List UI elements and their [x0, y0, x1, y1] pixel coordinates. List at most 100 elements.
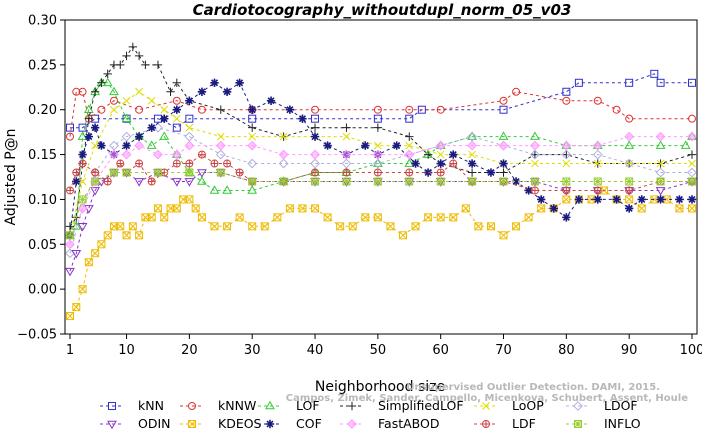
data-point-cof: [524, 186, 533, 195]
data-point-kdeos: [128, 222, 137, 231]
data-point-loop: [531, 159, 539, 168]
data-point-knnw: [593, 96, 602, 105]
data-point-ldof: [153, 122, 163, 133]
data-point-fastabod: [341, 149, 352, 160]
y-axis: −0.05 0.00 0.05 0.10 0.15 0.20 0.25 0.30: [17, 14, 65, 343]
data-point-simplifiedlof: [65, 222, 75, 231]
data-point-cof: [197, 87, 207, 96]
data-point-ldf: [405, 168, 414, 177]
data-point-lof: [121, 113, 132, 122]
data-point-ldf: [135, 159, 144, 168]
data-point-inflo: [342, 177, 351, 186]
data-point-knn: [172, 123, 181, 132]
data-point-knnw: [512, 87, 521, 96]
data-point-knnw: [78, 87, 87, 96]
data-point-ldof: [624, 158, 635, 169]
data-point-ldf: [311, 168, 320, 177]
data-point-simplifiedlof: [373, 123, 383, 132]
data-point-lof: [146, 140, 157, 149]
x-tick-label: 80: [558, 343, 575, 358]
series-line-ldf: [69, 153, 692, 191]
data-point-simplifiedlof: [687, 150, 697, 159]
data-point-kdeos: [135, 231, 144, 240]
data-point-cof: [436, 159, 445, 168]
data-point-cof: [593, 195, 602, 204]
y-tick-label: 0.15: [28, 148, 57, 163]
data-point-cof: [323, 141, 332, 150]
data-point-odin: [171, 178, 182, 187]
data-point-kdeos: [160, 213, 169, 222]
data-point-knnw: [172, 96, 181, 105]
data-point-lof: [498, 131, 509, 140]
data-point-kdeos: [191, 204, 200, 213]
data-point-ldf: [373, 168, 382, 177]
data-point-loop: [342, 132, 351, 141]
y-tick-label: 0.20: [28, 103, 57, 118]
data-point-loop: [656, 159, 665, 168]
credit-line-2: Campos, Zimek, Sander, Campello, Micenko…: [286, 393, 688, 404]
data-point-simplifiedlof: [103, 69, 112, 79]
data-point-cof: [84, 132, 94, 141]
data-point-simplifiedlof: [84, 114, 94, 123]
series-line-knnw: [69, 91, 692, 137]
data-point-kdeos: [436, 213, 445, 222]
data-point-loop: [405, 141, 414, 150]
data-point-fastabod: [109, 149, 119, 160]
series-knnw: [66, 87, 696, 141]
data-point-knn: [185, 114, 194, 123]
data-point-knnw: [311, 105, 320, 114]
data-point-simplifiedlof: [248, 123, 257, 132]
data-point-cof: [467, 159, 477, 168]
x-axis-label: Neighborhood size: [315, 379, 445, 395]
series-line-kdeos: [69, 189, 692, 317]
data-point-ldof: [687, 167, 697, 178]
data-point-inflo: [405, 177, 414, 186]
data-point-kdeos: [311, 204, 320, 213]
data-point-simplifiedlof: [122, 51, 131, 61]
data-point-cof: [285, 105, 295, 114]
data-point-fastabod: [153, 149, 163, 160]
data-point-inflo: [279, 177, 288, 186]
data-point-loop: [135, 87, 143, 96]
data-point-ldf: [197, 150, 206, 159]
data-point-kdeos: [197, 213, 206, 222]
data-point-kdeos: [486, 222, 495, 231]
data-point-cof: [411, 159, 420, 168]
data-point-inflo: [122, 168, 131, 177]
data-point-ldf: [103, 177, 112, 186]
data-point-kdeos: [116, 222, 125, 231]
data-point-cof: [235, 78, 244, 87]
data-point-fastabod: [278, 149, 289, 160]
data-point-loop: [91, 141, 99, 150]
data-point-knn: [373, 114, 382, 123]
data-point-cof: [687, 195, 697, 204]
data-point-knnw: [688, 114, 696, 123]
data-point-kdeos: [688, 204, 696, 213]
data-point-knn: [417, 105, 426, 114]
data-point-kdeos: [223, 222, 232, 231]
data-point-cof: [562, 213, 571, 222]
data-point-ldof: [278, 158, 289, 169]
data-point-kdeos: [537, 204, 546, 213]
data-point-simplifiedlof: [134, 51, 144, 61]
data-point-kdeos: [66, 312, 74, 321]
data-point-simplifiedlof: [116, 60, 125, 70]
data-point-lof: [247, 185, 258, 194]
data-point-kdeos: [499, 231, 508, 240]
data-point-cof: [486, 168, 496, 177]
legend-label-inflo: INFLO: [604, 416, 641, 431]
data-point-ldf: [625, 186, 634, 195]
data-point-kdeos: [122, 231, 131, 240]
data-point-simplifiedlof: [97, 78, 106, 87]
data-point-cof: [449, 150, 458, 159]
chart-title: Cardiotocography_withoutdupl_norm_05_v03: [193, 1, 572, 19]
data-point-kdeos: [91, 249, 100, 258]
data-point-cof: [675, 195, 684, 204]
data-point-kdeos: [461, 204, 470, 213]
data-point-cof: [612, 195, 621, 204]
data-point-cof: [172, 105, 182, 114]
data-point-loop: [172, 114, 181, 123]
data-point-kdeos: [84, 258, 93, 267]
data-point-inflo: [311, 177, 320, 186]
data-point-inflo: [530, 177, 539, 186]
